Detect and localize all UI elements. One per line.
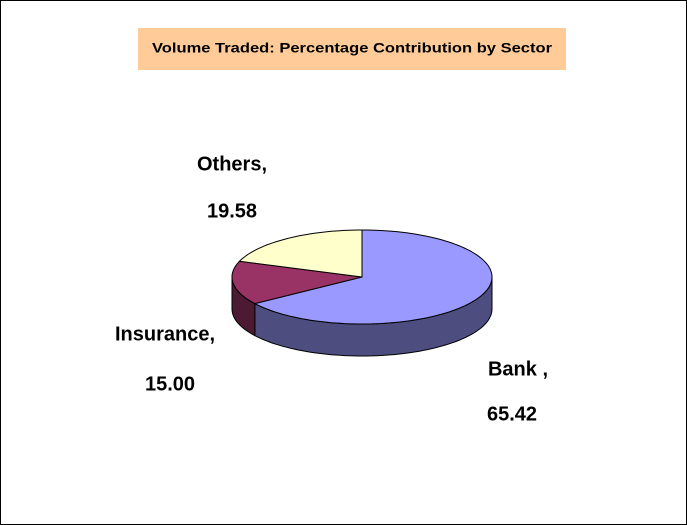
slice-label: Others, bbox=[197, 153, 267, 175]
slice-value-label: 15.00 bbox=[145, 373, 195, 395]
slice-value-label: 19.58 bbox=[207, 200, 257, 222]
slice-label: Insurance, bbox=[115, 323, 215, 345]
slice bbox=[253, 229, 493, 325]
slice-label: Bank , bbox=[488, 358, 548, 380]
chart-title: Volume Traded: Percentage Contribution b… bbox=[152, 40, 553, 56]
slice-value-label: 65.42 bbox=[487, 403, 537, 425]
slice bbox=[238, 229, 363, 278]
title-box bbox=[138, 28, 566, 70]
slice bbox=[231, 260, 363, 305]
